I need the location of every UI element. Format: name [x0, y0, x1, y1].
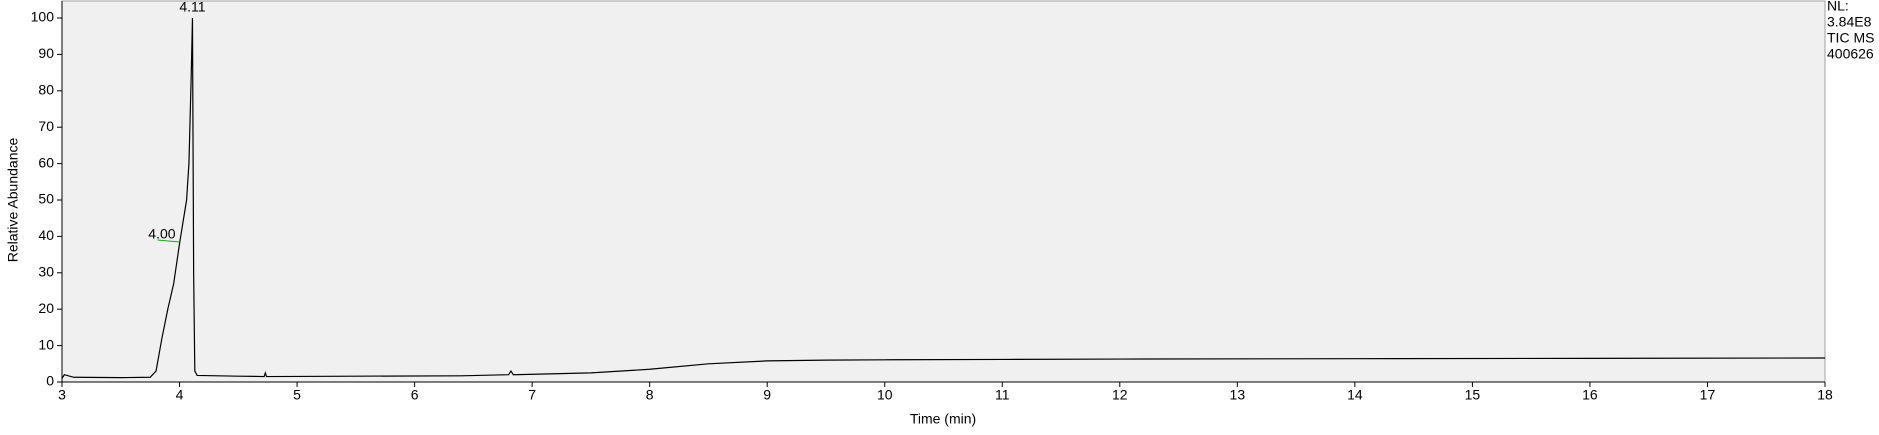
y-tick-label: 10: [38, 336, 54, 352]
x-tick-label: 14: [1347, 387, 1363, 403]
x-tick-label: 3: [58, 387, 66, 403]
x-tick-label: 16: [1582, 387, 1598, 403]
x-tick-label: 8: [646, 387, 654, 403]
peak-label: 4.00: [148, 226, 175, 242]
y-tick-label: 0: [46, 373, 54, 389]
x-tick-label: 7: [528, 387, 536, 403]
x-tick-label: 10: [877, 387, 893, 403]
x-tick-label: 17: [1700, 387, 1716, 403]
x-tick-label: 5: [293, 387, 301, 403]
y-tick-label: 20: [38, 300, 54, 316]
plot-area: [61, 0, 1826, 383]
chromatogram-line: [61, 17, 1826, 379]
y-tick-label: 80: [38, 82, 54, 98]
x-tick-label: 4: [176, 387, 184, 403]
y-axis-label: Relative Abundance: [5, 138, 21, 263]
x-tick-label: 18: [1817, 387, 1833, 403]
x-tick-label: 6: [411, 387, 419, 403]
info-text: 400626: [1827, 46, 1874, 62]
peak-label-leader: [157, 239, 180, 243]
peak-label: 4.11: [179, 0, 205, 15]
x-tick-label: 15: [1465, 387, 1481, 403]
x-tick-label: 12: [1112, 387, 1128, 403]
y-tick-label: 30: [38, 264, 54, 280]
info-text: TIC MS: [1827, 30, 1874, 46]
y-tick-label: 50: [38, 191, 54, 207]
x-axis-label: Time (min): [910, 411, 976, 427]
x-tick-label: 9: [763, 387, 771, 403]
x-tick-label: 13: [1230, 387, 1246, 403]
y-tick-label: 70: [38, 118, 54, 134]
y-tick-label: 90: [38, 45, 54, 61]
info-text: 3.84E8: [1827, 14, 1872, 30]
y-tick-label: 40: [38, 227, 54, 243]
x-tick-label: 11: [995, 387, 1010, 403]
info-text: NL:: [1827, 0, 1849, 14]
y-tick-label: 100: [31, 9, 55, 25]
y-tick-label: 60: [38, 154, 54, 170]
